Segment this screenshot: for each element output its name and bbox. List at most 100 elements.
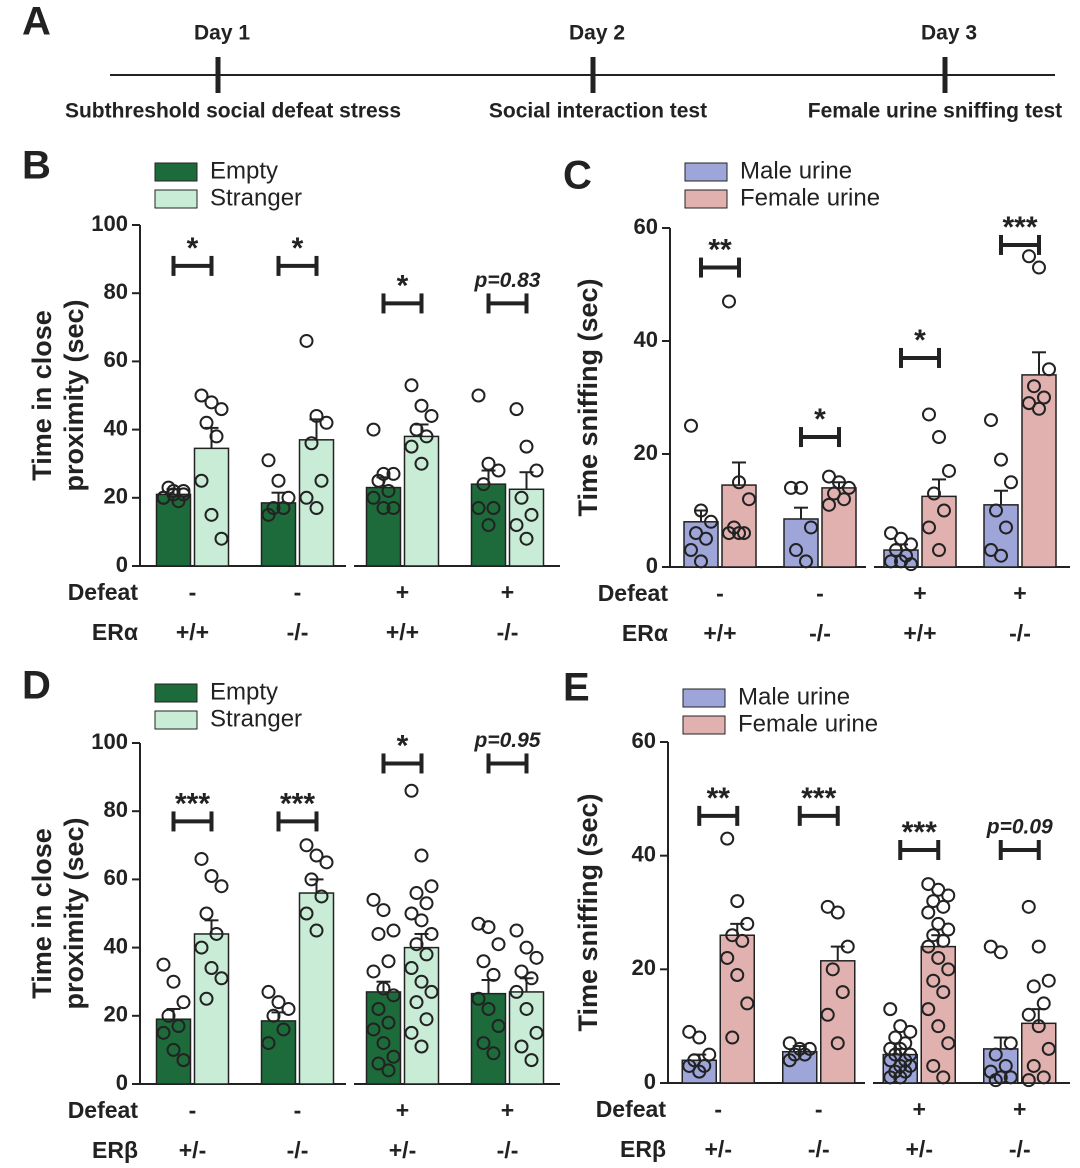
y-axis-label: Time sniffing (sec): [573, 278, 603, 516]
data-point: [820, 1007, 835, 1022]
data-point: [309, 501, 324, 516]
data-point: [214, 531, 229, 546]
y-tick-label: 20: [634, 440, 658, 465]
data-point: [166, 1042, 181, 1057]
data-point: [471, 991, 486, 1006]
data-point: [409, 995, 424, 1010]
data-point: [797, 1047, 812, 1062]
y-tick-label: 40: [634, 327, 658, 352]
data-point: [371, 1056, 386, 1071]
row-value: +/+: [903, 620, 936, 646]
data-point: [486, 967, 501, 982]
significance-bracket: [276, 255, 319, 276]
significance-label: p=0.95: [474, 729, 541, 752]
data-point: [519, 940, 534, 955]
significance-bracket: [381, 293, 424, 314]
row-value: +: [501, 579, 514, 605]
significance-label: p=0.83: [474, 269, 541, 292]
y-tick-label: 60: [634, 214, 658, 239]
significance-label: *: [187, 232, 199, 265]
significance-label: **: [708, 233, 732, 266]
data-point: [835, 985, 850, 1000]
data-point: [319, 855, 334, 870]
data-point: [314, 889, 329, 904]
error-bar: [832, 481, 846, 488]
y-axis-label: Time in close: [27, 310, 57, 481]
data-point: [261, 507, 276, 522]
data-point: [519, 439, 534, 454]
data-point: [988, 1047, 1003, 1062]
data-point: [936, 899, 951, 914]
data-point: [176, 1053, 191, 1068]
data-point: [214, 971, 229, 986]
data-point: [491, 1019, 506, 1034]
bar: [193, 933, 230, 1085]
row-value: +/+: [703, 620, 736, 646]
data-point: [921, 1002, 936, 1017]
significance-label: p=0.09: [986, 816, 1053, 839]
data-point: [830, 905, 845, 920]
data-point: [514, 490, 529, 505]
data-point: [1004, 475, 1018, 490]
legend-swatch: [684, 162, 728, 182]
significance-bracket: [799, 427, 841, 448]
data-point: [204, 507, 219, 522]
row-value: -/-: [1009, 1136, 1031, 1162]
data-point: [304, 872, 319, 887]
data-point: [941, 962, 956, 977]
data-point: [519, 1001, 534, 1016]
row-label: Defeat: [68, 1097, 139, 1123]
row-label: ERβ: [92, 1137, 138, 1163]
row-value: -: [294, 579, 302, 605]
y-tick-label: 60: [104, 865, 128, 890]
data-point: [194, 851, 209, 866]
row-value: -: [816, 580, 824, 606]
data-point: [999, 520, 1013, 535]
legend-label: Male urine: [738, 683, 850, 710]
legend-label: Female urine: [740, 184, 880, 211]
significance-bracket: [276, 811, 319, 832]
data-point: [366, 964, 381, 979]
data-point: [414, 848, 429, 863]
event-description: Social interaction test: [489, 100, 707, 123]
data-point: [509, 518, 524, 533]
data-point: [837, 492, 851, 507]
data-point: [931, 950, 946, 965]
data-point: [804, 520, 818, 535]
data-point: [514, 1039, 529, 1054]
row-label: Defeat: [596, 1096, 667, 1122]
data-point: [1041, 1041, 1056, 1056]
data-point: [789, 543, 803, 558]
panel-label: E: [563, 666, 590, 710]
row-value: -: [189, 1097, 197, 1123]
data-point: [904, 537, 918, 552]
data-point: [529, 463, 544, 478]
data-point: [932, 430, 946, 445]
data-point: [276, 1022, 291, 1037]
day-label: Day 3: [921, 22, 977, 45]
data-point: [732, 475, 746, 490]
significance-label: ***: [902, 816, 937, 849]
data-point: [366, 1022, 381, 1037]
row-label: Defeat: [68, 579, 139, 605]
error-bar: [794, 506, 808, 519]
data-point: [194, 388, 209, 403]
error-bar: [1032, 351, 1046, 375]
data-point: [1031, 939, 1046, 954]
legend-swatch: [682, 688, 726, 708]
data-point: [1036, 996, 1051, 1011]
data-point: [481, 456, 496, 471]
data-point: [893, 1070, 908, 1085]
data-point: [409, 937, 424, 952]
legend-label: Stranger: [210, 705, 302, 732]
data-point: [471, 501, 486, 516]
significance-bracket: [381, 753, 424, 774]
data-point: [486, 501, 501, 516]
error-bar: [732, 461, 746, 486]
data-point: [266, 1008, 281, 1023]
data-point: [509, 923, 524, 938]
data-point: [376, 981, 391, 996]
data-point: [194, 940, 209, 955]
day-label: Day 2: [569, 22, 625, 45]
data-point: [176, 995, 191, 1010]
